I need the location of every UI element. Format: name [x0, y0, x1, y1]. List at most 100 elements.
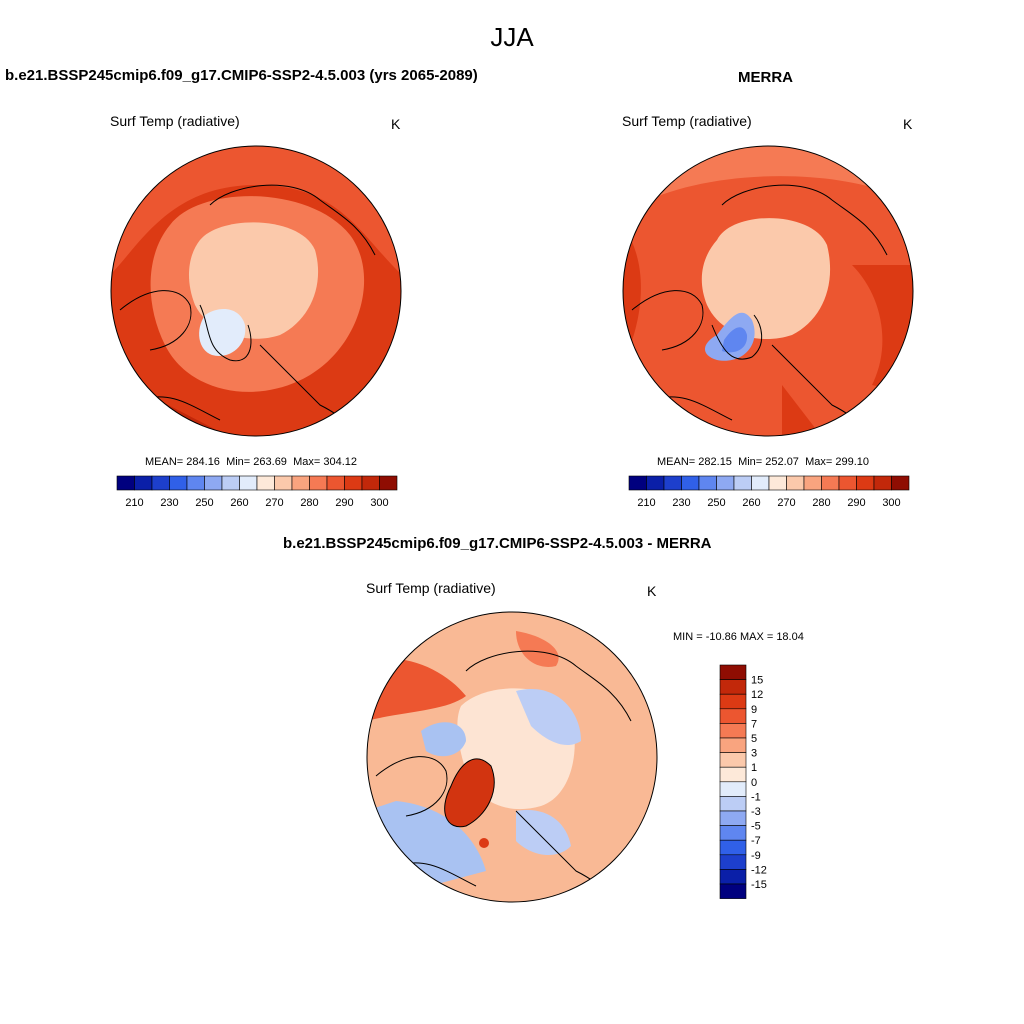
model-max-value: 304.12	[323, 456, 357, 468]
diff-colorbar-swatch	[719, 723, 747, 739]
colorbar-swatch	[821, 475, 840, 491]
diff-colorbar-swatch	[719, 708, 747, 724]
colorbar-swatch	[274, 475, 293, 491]
obs-max-value: 299.10	[835, 456, 869, 468]
colorbar-swatch	[681, 475, 700, 491]
colorbar-swatch	[239, 475, 258, 491]
diff-colorbar-tick-label: 7	[751, 718, 757, 730]
diff-units-label: K	[647, 583, 657, 599]
obs-arctic-ocean	[701, 218, 831, 340]
diff-colorbar-swatch	[719, 664, 747, 680]
diff-minmax-label: MIN = -10.86 MAX = 18.04	[673, 631, 804, 643]
diff-colorbar-tick-label: -5	[751, 821, 761, 833]
colorbar-swatch	[838, 475, 857, 491]
obs-units-label: K	[903, 116, 913, 132]
colorbar-swatch	[663, 475, 682, 491]
colorbar-tick-label: 280	[300, 497, 318, 509]
diff-colorbar-tick-label: 1	[751, 762, 757, 774]
colorbar-swatch	[646, 475, 665, 491]
diff-colorbar-swatch	[719, 810, 747, 826]
diff-panel-title: b.e21.BSSP245cmip6.f09_g17.CMIP6-SSP2-4.…	[283, 535, 712, 552]
colorbar-swatch	[733, 475, 752, 491]
diff-colorbar-swatch	[719, 766, 747, 783]
page-title: JJA	[490, 22, 534, 52]
colorbar-swatch	[186, 475, 205, 491]
obs-max-label: Max=	[805, 456, 833, 468]
diff-colorbar-swatch	[719, 883, 747, 899]
diff-colorbar-tick-label: -7	[751, 835, 761, 847]
obs-min-label: Min=	[738, 456, 763, 468]
colorbar-tick-label: 300	[882, 497, 900, 509]
diff-colorbar-tick-label: 0	[751, 777, 757, 789]
diff-greenland	[444, 758, 495, 827]
diff-colorbar-tick-label: 5	[751, 733, 757, 745]
model-stats: MEAN= 284.16 Min= 263.69 Max= 304.12	[145, 456, 357, 468]
colorbar-tick-label: 300	[370, 497, 388, 509]
diff-colorbar-tick-label: 9	[751, 704, 757, 716]
diff-colorbar-tick-label: 3	[751, 748, 757, 760]
model-units-label: K	[391, 116, 401, 132]
colorbar-tick-label: 260	[230, 497, 248, 509]
colorbar-tick-label: 210	[125, 497, 143, 509]
diff-colorbar-swatch	[719, 869, 747, 885]
colorbar-tick-label: 210	[637, 497, 655, 509]
diff-colorbar-tick-label: -12	[751, 864, 767, 876]
colorbar-swatch	[221, 475, 240, 491]
diff-colorbar-swatch	[719, 825, 747, 841]
diff-polar-map	[366, 611, 658, 903]
model-min-value: 263.69	[253, 456, 287, 468]
colorbar-tick-label: 280	[812, 497, 830, 509]
colorbar-tick-label: 250	[707, 497, 725, 509]
obs-stats: MEAN= 282.15 Min= 252.07 Max= 299.10	[657, 456, 869, 468]
diff-colorbar-swatch	[719, 839, 747, 856]
colorbar-tick-label: 270	[265, 497, 283, 509]
diff-variable-label: Surf Temp (radiative)	[366, 580, 496, 596]
colorbar-swatch	[151, 475, 170, 491]
diff-colorbar-tick-label: -15	[751, 879, 767, 891]
colorbar-swatch	[716, 475, 735, 491]
diff-colorbar-tick-label: -3	[751, 806, 761, 818]
diff-colorbar-swatch	[719, 693, 747, 710]
colorbar-swatch	[169, 475, 188, 491]
colorbar-swatch	[803, 475, 822, 491]
colorbar-tick-label: 230	[672, 497, 690, 509]
colorbar-tick-label: 270	[777, 497, 795, 509]
diff-colorbar-swatch	[719, 796, 747, 812]
model-panel-title: b.e21.BSSP245cmip6.f09_g17.CMIP6-SSP2-4.…	[5, 67, 478, 84]
model-greenland	[199, 309, 246, 356]
model-polar-map	[110, 145, 402, 437]
diff-colorbar-tick-label: 15	[751, 675, 763, 687]
colorbar-swatch	[379, 475, 398, 491]
obs-mean-label: MEAN=	[657, 456, 696, 468]
colorbar-swatch	[856, 475, 875, 491]
colorbar-swatch	[628, 475, 647, 491]
diff-colorbar-swatch	[719, 737, 747, 753]
colorbar-tick-label: 260	[742, 497, 760, 509]
model-mean-value: 284.16	[186, 456, 220, 468]
model-mean-label: MEAN=	[145, 456, 184, 468]
colorbar-tick-label: 250	[195, 497, 213, 509]
obs-panel-title: MERRA	[738, 69, 793, 86]
colorbar-tick-label: 230	[160, 497, 178, 509]
colorbar-swatch	[116, 475, 135, 491]
obs-colorbar: 210 230 250 260 270 280 290 300	[628, 475, 910, 509]
colorbar-swatch	[786, 475, 805, 491]
colorbar-swatch	[309, 475, 328, 491]
model-variable-label: Surf Temp (radiative)	[110, 113, 240, 129]
colorbar-swatch	[768, 475, 787, 491]
colorbar-swatch	[751, 475, 770, 491]
colorbar-swatch	[361, 475, 380, 491]
colorbar-swatch	[326, 475, 345, 491]
colorbar-swatch	[698, 475, 717, 491]
diff-colorbar-swatch	[719, 854, 747, 870]
diff-colorbar-tick-label: 12	[751, 689, 763, 701]
diff-colorbar-swatch	[719, 752, 747, 768]
model-min-label: Min=	[226, 456, 251, 468]
colorbar-swatch	[891, 475, 910, 491]
colorbar-swatch	[204, 475, 223, 491]
diff-colorbar-swatch	[719, 679, 747, 695]
obs-mean-value: 282.15	[698, 456, 732, 468]
colorbar-swatch	[256, 475, 275, 491]
colorbar-tick-label: 290	[847, 497, 865, 509]
diff-colorbar-tick-label: -9	[751, 850, 761, 862]
